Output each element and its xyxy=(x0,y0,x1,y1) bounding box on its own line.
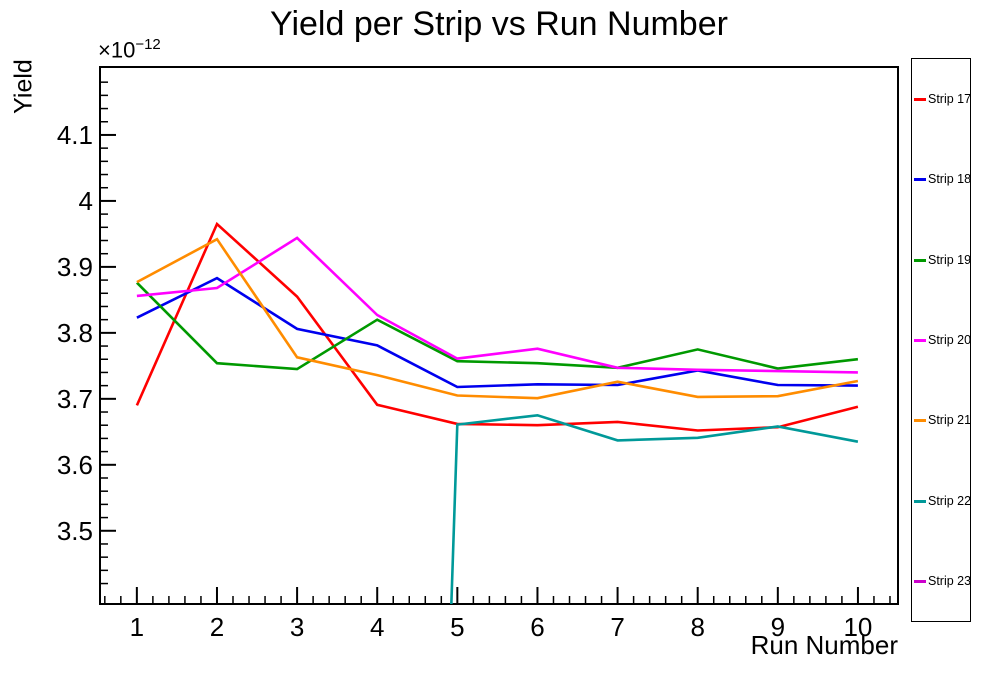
series-line-strip-19 xyxy=(135,281,859,371)
legend-swatch-icon xyxy=(914,419,926,423)
series-line-strip-20 xyxy=(136,236,858,374)
legend-label: Strip 17 xyxy=(928,92,972,107)
legend-label: Strip 18 xyxy=(928,172,972,187)
x-tick-label: 1 xyxy=(130,612,144,642)
legend-label: Strip 22 xyxy=(928,493,972,508)
x-tick-label: 5 xyxy=(450,612,464,642)
y-tick-label: 3.5 xyxy=(57,516,93,546)
legend-entry-strip-21: Strip 21 xyxy=(912,412,972,428)
x-tick-label: 6 xyxy=(530,612,544,642)
series-line-strip-17 xyxy=(135,221,859,432)
x-tick-label: 3 xyxy=(290,612,304,642)
plot-frame xyxy=(99,66,899,605)
legend-box: Strip 17 Strip 18 Strip 19 Strip 20 Strip 21… xyxy=(911,58,971,622)
legend-swatch-icon xyxy=(914,339,926,342)
series-line-strip-18 xyxy=(136,276,858,389)
x-tick-label: 8 xyxy=(690,612,704,642)
y-tick-label: 3.8 xyxy=(57,318,93,348)
legend-swatch-icon xyxy=(914,98,926,102)
x-tick-label: 2 xyxy=(210,612,224,642)
x-tick-label: 4 xyxy=(370,612,384,642)
x-tick-label: 10 xyxy=(843,612,872,642)
series-line-strip-21 xyxy=(136,237,859,400)
y-axis-exponent: ×10−12 xyxy=(98,36,161,63)
y-tick-label: 3.9 xyxy=(57,252,93,282)
legend-swatch-icon xyxy=(914,499,926,503)
legend-label: Strip 20 xyxy=(928,333,972,347)
legend-entry-strip-18: Strip 18 xyxy=(912,171,972,187)
legend-swatch-icon xyxy=(914,579,926,583)
x-tick-label: 7 xyxy=(610,612,624,642)
y-tick-label: 4.1 xyxy=(57,120,93,150)
series-line-strip-22 xyxy=(450,413,859,604)
legend-entry-strip-23: Strip 23 xyxy=(912,573,972,589)
x-axis-title: Run Number xyxy=(750,630,898,660)
legend-label: Strip 23 xyxy=(928,573,972,588)
y-tick-label: 3.7 xyxy=(57,384,93,414)
y-tick-label: 4 xyxy=(79,186,93,216)
legend-swatch-icon xyxy=(914,258,926,262)
legend-label: Strip 19 xyxy=(928,252,972,267)
y-tick-label: 3.6 xyxy=(57,450,93,480)
legend-entry-strip-22: Strip 22 xyxy=(912,493,972,509)
x-tick-label: 9 xyxy=(771,612,785,642)
chart-title: Yield per Strip vs Run Number xyxy=(270,5,728,43)
legend-swatch-icon xyxy=(914,178,926,182)
legend-entry-strip-20: Strip 20 xyxy=(912,332,972,348)
legend-entry-strip-17: Strip 17 xyxy=(912,91,972,107)
legend-entry-strip-19: Strip 19 xyxy=(912,252,972,268)
legend-label: Strip 21 xyxy=(928,413,972,428)
